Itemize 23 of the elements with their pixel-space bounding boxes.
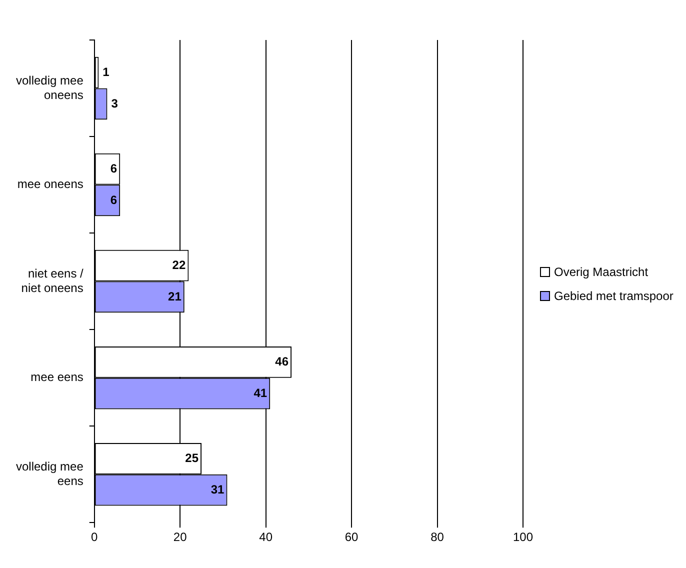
x-tick-label: 60 — [344, 530, 359, 544]
y-tick-label: volledig mee eens — [16, 459, 84, 488]
text: Overig Maastricht — [554, 265, 648, 279]
data-label: 22 — [172, 258, 186, 272]
y-tick-label: mee eens — [30, 370, 84, 384]
data-label: 1 — [102, 64, 110, 79]
legend-label: Gebied met tramspoor — [554, 289, 674, 303]
y-tick-label: volledig mee oneens — [16, 73, 84, 102]
x-tick-label: 0 — [91, 530, 98, 544]
x-tick-label: 80 — [430, 530, 444, 544]
data-label: 46 — [275, 354, 289, 368]
data-label: 41 — [254, 386, 268, 400]
data-label: 6 — [110, 161, 118, 176]
x-tick-label: 20 — [173, 530, 188, 544]
data-label: 31 — [210, 482, 225, 496]
x-tick-label: 40 — [259, 530, 273, 544]
x-tick-label: 100 — [512, 530, 534, 544]
data-label: 3 — [111, 96, 118, 110]
data-label: 25 — [185, 450, 199, 465]
data-label: 21 — [168, 289, 182, 304]
y-tick-label: niet eens / niet oneens — [21, 266, 84, 295]
data-label: 6 — [110, 192, 118, 207]
y-tick-label: mee oneens — [17, 177, 84, 192]
